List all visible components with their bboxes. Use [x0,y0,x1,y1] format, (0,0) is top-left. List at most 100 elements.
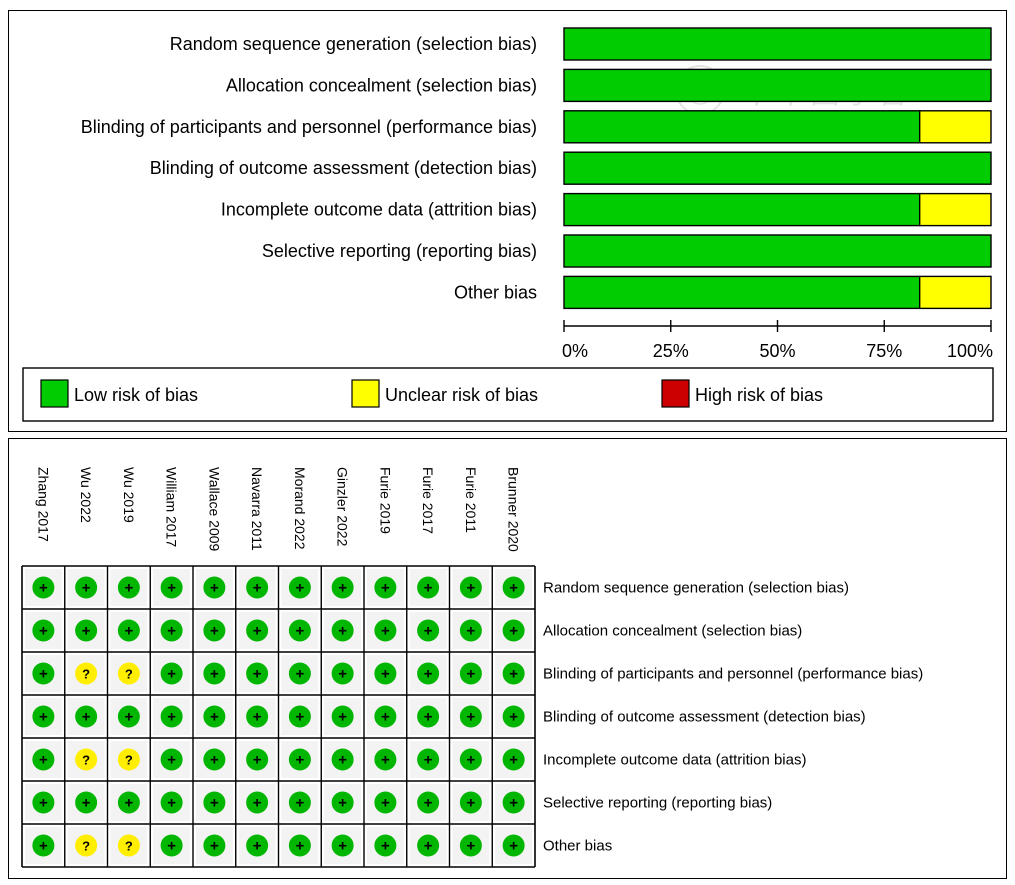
low-risk-symbol [459,662,482,685]
low-risk-symbol [288,834,311,857]
low-risk-symbol [203,791,226,814]
judgement-symbol: + [424,580,433,597]
low-risk-symbol [32,619,55,642]
judgement-symbol: + [253,709,262,726]
low-risk-symbol [374,662,397,685]
low-risk-symbol [32,662,55,685]
judgement-symbol: + [82,795,91,812]
study-label: Brunner 2020 [506,467,522,552]
low-risk-symbol [160,662,183,685]
low-risk-symbol [331,576,354,599]
judgement-symbol: + [509,795,518,812]
judgement-symbol: + [124,795,133,812]
bar-segment [563,110,921,144]
bar-segment [918,275,992,310]
low-risk-symbol [288,705,311,728]
low-risk-symbol [32,576,55,599]
summary-domain-label: Blinding of outcome assessment (detectio… [543,709,866,726]
study-label: Furie 2011 [463,467,479,533]
judgement-symbol: + [295,623,304,640]
low-risk-symbol [203,705,226,728]
low-risk-symbol [331,834,354,857]
unclear-risk-symbol [75,834,98,857]
low-risk-symbol [160,791,183,814]
low-risk-symbol [32,791,55,814]
low-risk-symbol [246,791,269,814]
low-risk-symbol [374,791,397,814]
judgement-symbol: + [253,623,262,640]
judgement-symbol: + [381,838,390,855]
judgement-symbol: + [381,666,390,683]
judgement-symbol: ? [125,753,133,768]
study-label: Wallace 2009 [206,467,222,552]
x-axis-tick-label: 75% [866,341,902,361]
low-risk-symbol [203,748,226,771]
judgement-symbol: + [82,709,91,726]
low-risk-symbol [417,662,440,685]
summary-domain-label: Allocation concealment (selection bias) [543,623,802,640]
low-risk-symbol [246,662,269,685]
judgement-symbol: + [466,752,475,769]
judgement-symbol: + [424,666,433,683]
judgement-symbol: + [39,752,48,769]
domain-label: Blinding of participants and personnel (… [81,117,537,137]
low-risk-symbol [117,705,140,728]
low-risk-symbol [117,576,140,599]
study-label: William 2017 [164,467,180,547]
judgement-symbol: + [210,709,219,726]
low-risk-symbol [288,662,311,685]
judgement-symbol: + [338,709,347,726]
legend-label: Low risk of bias [74,385,198,405]
legend-swatch [661,379,690,408]
bar-segment [563,68,992,103]
low-risk-symbol [502,791,525,814]
study-label: Zhang 2017 [35,467,51,542]
low-risk-symbol [203,619,226,642]
unclear-risk-symbol [117,834,140,857]
low-risk-symbol [246,705,269,728]
judgement-symbol: + [167,666,176,683]
judgement-symbol: ? [82,839,90,854]
unclear-risk-symbol [75,748,98,771]
low-risk-symbol [502,748,525,771]
judgement-symbol: + [39,580,48,597]
bar-segment [563,275,921,310]
judgement-symbol: + [124,623,133,640]
low-risk-symbol [203,576,226,599]
judgement-symbol: + [466,709,475,726]
judgement-symbol: + [424,795,433,812]
judgement-symbol: + [253,666,262,683]
judgement-symbol: + [210,752,219,769]
low-risk-symbol [502,834,525,857]
legend-box [22,367,994,422]
judgement-symbol: + [424,752,433,769]
low-risk-symbol [160,576,183,599]
judgement-symbol: + [167,752,176,769]
x-axis-tick-label: 0% [562,341,588,361]
low-risk-symbol [374,619,397,642]
judgement-symbol: + [167,623,176,640]
bar-segment [563,192,921,227]
judgement-symbol: + [381,580,390,597]
judgement-symbol: + [424,838,433,855]
judgement-symbol: + [39,623,48,640]
low-risk-symbol [331,662,354,685]
bar-segment [918,192,992,227]
judgement-symbol: + [167,580,176,597]
judgement-symbol: + [338,666,347,683]
judgement-symbol: + [210,838,219,855]
judgement-symbol: + [82,623,91,640]
judgement-symbol: + [295,580,304,597]
summary-domain-label: Random sequence generation (selection bi… [543,580,849,597]
summary-domain-label: Blinding of participants and personnel (… [543,666,923,683]
low-risk-symbol [331,705,354,728]
judgement-symbol: + [167,795,176,812]
judgement-symbol: + [82,580,91,597]
bar-segment [918,110,992,144]
low-risk-symbol [160,834,183,857]
domain-label: Random sequence generation (selection bi… [170,34,537,54]
low-risk-symbol [246,619,269,642]
low-risk-symbol [459,791,482,814]
judgement-symbol: + [167,709,176,726]
judgement-symbol: + [295,752,304,769]
